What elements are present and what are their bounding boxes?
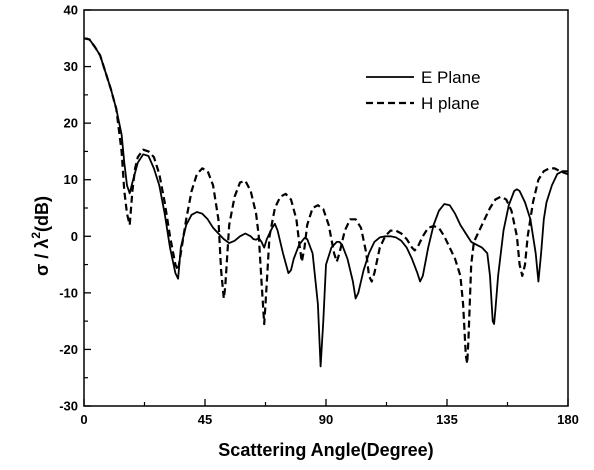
y-tick-label: 30 <box>64 59 78 74</box>
y-tick-label: -20 <box>59 342 78 357</box>
x-tick-label: 135 <box>436 412 458 427</box>
y-tick-label: -10 <box>59 285 78 300</box>
series-lines <box>83 37 569 368</box>
y-axis-title-main: σ / λ <box>32 239 52 276</box>
legend-label-e-plane: E Plane <box>421 68 481 87</box>
y-tick-label: 40 <box>64 3 78 18</box>
y-axis-title-unit: (dB) <box>32 196 52 232</box>
x-axis-ticks: 0 45 90 135 180 <box>80 399 579 427</box>
x-tick-label: 45 <box>198 412 212 427</box>
legend: E Plane H plane <box>366 68 481 113</box>
x-tick-label: 90 <box>319 412 333 427</box>
x-axis-title: Scattering Angle(Degree) <box>218 440 433 460</box>
y-axis-ticks: -30 -20 -10 0 10 20 30 40 <box>59 3 91 414</box>
x-tick-label: 0 <box>80 412 87 427</box>
series-line-h-plane <box>83 37 569 365</box>
series-line-e-plane <box>83 37 568 368</box>
plot-frame <box>83 9 569 407</box>
y-tick-label: 20 <box>64 116 78 131</box>
y-tick-label: 10 <box>64 172 78 187</box>
y-axis-title-superscript: 2 <box>29 232 43 239</box>
y-tick-label: 0 <box>71 229 78 244</box>
y-axis-title: σ / λ2(dB) <box>29 196 52 276</box>
legend-label-h-plane: H plane <box>421 94 480 113</box>
y-tick-label: -30 <box>59 399 78 414</box>
plot-area: 0 45 90 135 180 -30 -20 -10 0 10 20 30 40 <box>59 3 579 428</box>
x-tick-label: 180 <box>557 412 579 427</box>
